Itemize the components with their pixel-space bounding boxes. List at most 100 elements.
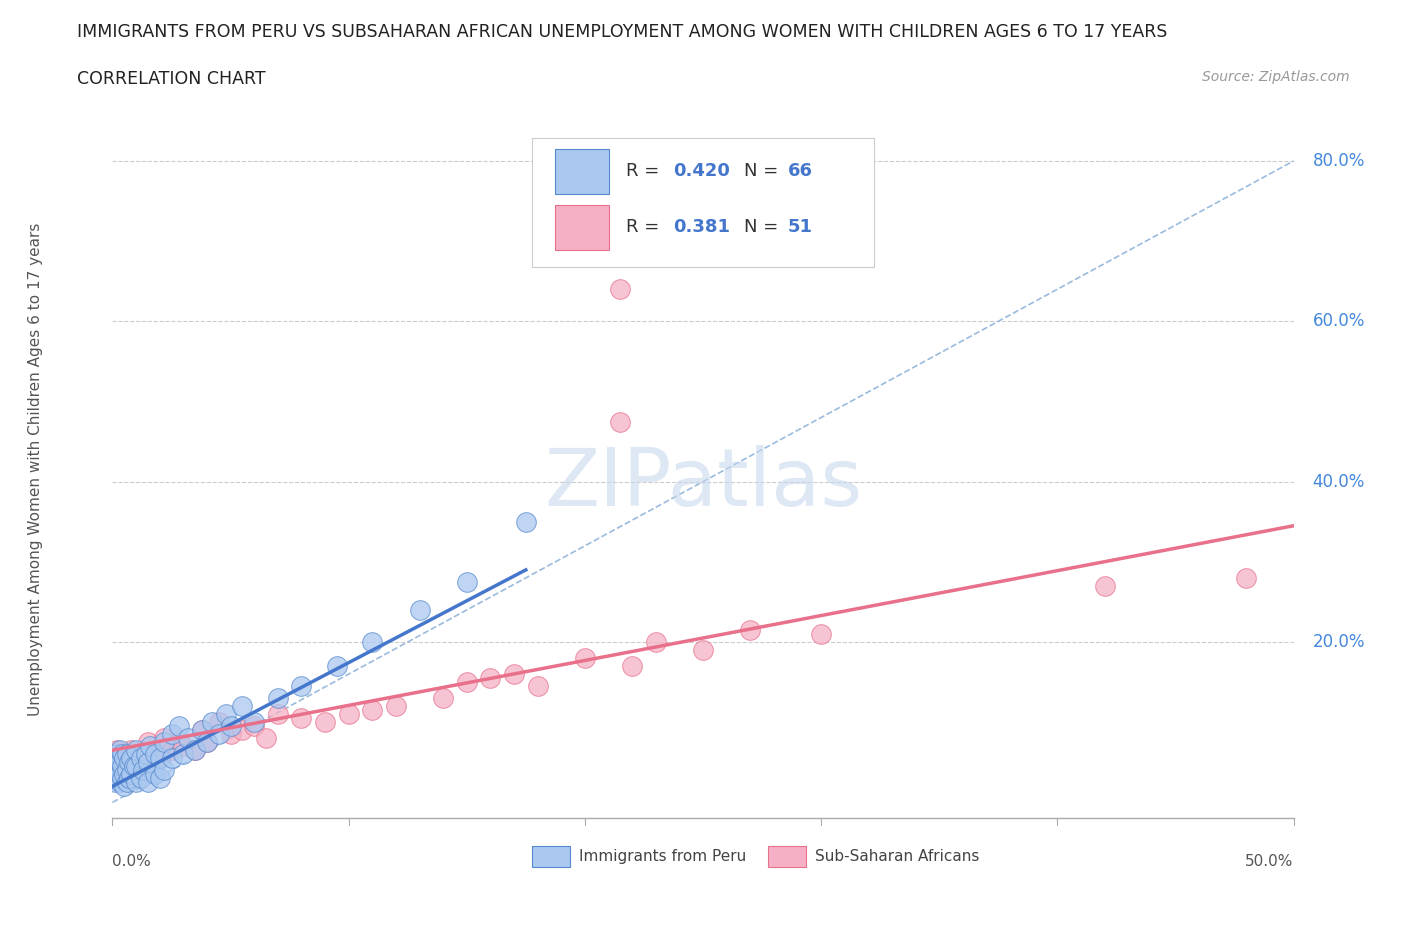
Point (574, 651, 596, 666)
Point (105, 743, 128, 758)
Point (101, 763, 124, 777)
Bar (555, 149, 609, 194)
Point (108, 767, 131, 782)
Point (129, 771, 152, 786)
Point (120, 767, 142, 782)
Point (149, 771, 172, 786)
Text: R =: R = (626, 218, 665, 236)
Point (290, 711, 312, 725)
Point (118, 771, 141, 786)
Point (231, 698, 253, 713)
Point (361, 634, 384, 649)
FancyBboxPatch shape (531, 139, 875, 268)
Point (160, 743, 183, 758)
Point (515, 514, 537, 529)
Point (456, 674, 478, 689)
Point (385, 698, 408, 713)
Text: 60.0%: 60.0% (1312, 312, 1365, 330)
Point (120, 743, 142, 758)
Point (503, 667, 526, 682)
Point (122, 755, 145, 770)
Point (456, 575, 478, 590)
Point (104, 751, 127, 765)
Point (104, 751, 127, 765)
Text: 40.0%: 40.0% (1312, 472, 1365, 491)
Point (112, 771, 135, 786)
Text: 0.381: 0.381 (673, 218, 731, 236)
Point (104, 775, 127, 790)
Text: Immigrants from Peru: Immigrants from Peru (579, 849, 747, 864)
Point (149, 751, 172, 765)
Text: CORRELATION CHART: CORRELATION CHART (77, 70, 266, 87)
Point (143, 747, 166, 762)
Point (267, 691, 290, 706)
Point (125, 775, 148, 790)
Point (132, 763, 155, 777)
Point (184, 743, 207, 758)
Point (195, 735, 218, 750)
Point (115, 763, 138, 777)
Point (526, 679, 548, 694)
Point (1094, 578, 1116, 593)
Point (101, 747, 124, 762)
Point (125, 763, 148, 777)
Point (243, 719, 266, 734)
Point (172, 747, 194, 762)
Point (112, 751, 135, 765)
Text: Source: ZipAtlas.com: Source: ZipAtlas.com (1202, 70, 1350, 84)
Point (1234, 570, 1257, 585)
Point (136, 775, 159, 790)
Text: 20.0%: 20.0% (1312, 633, 1365, 651)
Text: 80.0%: 80.0% (1312, 152, 1365, 170)
Point (112, 779, 135, 794)
Point (254, 731, 277, 746)
Point (143, 767, 166, 782)
Point (290, 679, 312, 694)
Point (108, 775, 131, 790)
Point (184, 743, 207, 758)
Point (609, 282, 631, 297)
Point (153, 731, 176, 746)
Point (740, 622, 762, 637)
Point (195, 735, 218, 750)
Point (104, 771, 127, 786)
Point (122, 759, 145, 774)
Point (172, 738, 194, 753)
Point (208, 726, 231, 741)
Point (129, 751, 152, 765)
Point (177, 731, 200, 746)
Point (361, 703, 384, 718)
Point (135, 751, 157, 765)
Point (191, 723, 214, 737)
Point (408, 603, 430, 618)
Point (111, 747, 134, 762)
Point (108, 767, 131, 782)
Text: 0.420: 0.420 (673, 162, 730, 180)
Point (219, 726, 242, 741)
Point (160, 751, 183, 765)
Point (125, 759, 148, 774)
Point (153, 735, 176, 750)
Point (115, 775, 138, 790)
Point (120, 751, 142, 765)
Point (167, 719, 190, 734)
Text: 51: 51 (787, 218, 813, 236)
Text: R =: R = (626, 162, 665, 180)
Point (101, 767, 124, 782)
Point (105, 763, 128, 777)
Point (105, 771, 128, 786)
Text: ZIPatlas: ZIPatlas (544, 445, 862, 523)
Point (108, 751, 131, 765)
Point (104, 759, 127, 774)
Point (111, 771, 134, 786)
Text: Sub-Saharan Africans: Sub-Saharan Africans (815, 849, 980, 864)
Text: N =: N = (744, 218, 785, 236)
Point (143, 747, 166, 762)
Point (243, 715, 266, 730)
Point (115, 747, 138, 762)
Point (104, 767, 127, 782)
Point (111, 759, 134, 774)
Bar (768, 846, 806, 867)
Point (201, 715, 224, 730)
Point (337, 707, 360, 722)
